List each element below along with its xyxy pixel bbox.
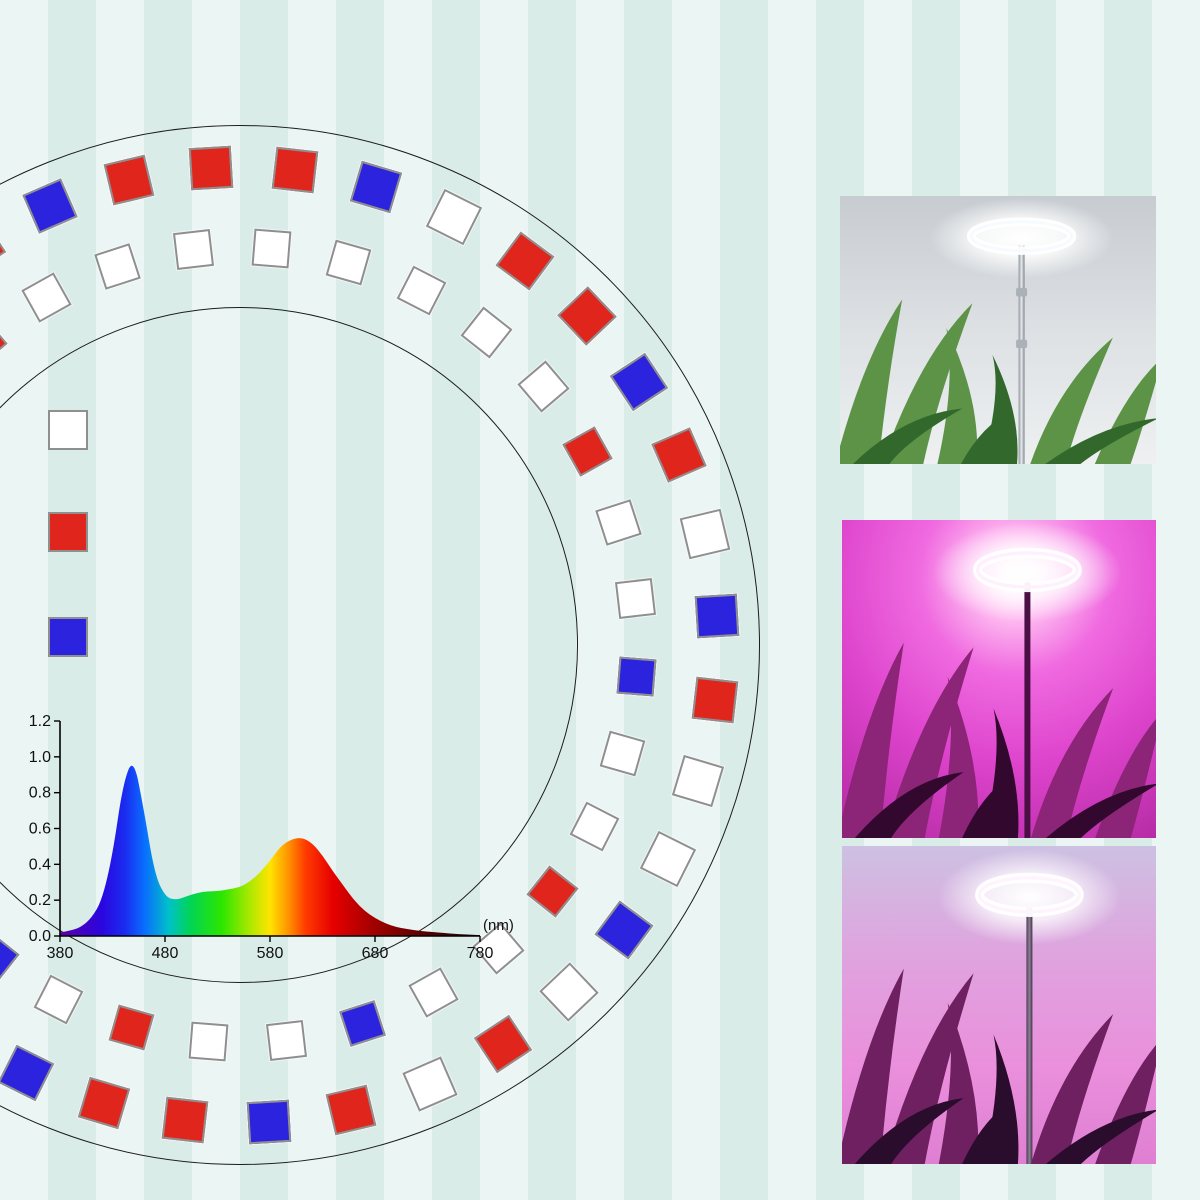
y-tick-label: 1.0 (29, 749, 51, 766)
x-tick-label: 680 (362, 945, 389, 962)
red-led (271, 146, 318, 194)
lamp-glow (932, 522, 1123, 623)
spectrum-plot: 0.0 0.2 0.4 0.6 0.8 1.0 1.2 380 480 580 680 780 (nm) (29, 713, 514, 962)
x-axis-unit-label: (nm) (483, 917, 514, 934)
lamp-pole (1018, 245, 1025, 464)
y-tick-label: 0.4 (29, 856, 51, 873)
y-tick-label: 0.0 (29, 928, 51, 945)
white-light-scene (840, 196, 1156, 464)
red-led (691, 676, 739, 723)
blue-led (246, 1099, 291, 1145)
x-tick-label: 780 (467, 945, 494, 962)
white-led (48, 410, 88, 450)
white-led (614, 578, 656, 620)
white-led (173, 229, 215, 271)
red-led (162, 1096, 209, 1144)
lamp-glow (929, 197, 1114, 279)
y-tick-label: 0.8 (29, 785, 51, 802)
red-led (189, 145, 234, 191)
y-tick-label: 1.2 (29, 713, 51, 730)
x-tick-label: 380 (47, 945, 74, 962)
lamp-pole (1024, 582, 1031, 838)
blue-led (48, 617, 88, 657)
white-led (188, 1021, 229, 1062)
ring-lamp-core (969, 220, 1074, 252)
x-tick-label: 480 (152, 945, 179, 962)
y-tick-label: 0.6 (29, 821, 51, 838)
product-photo-pink-light (842, 520, 1156, 838)
blue-led (616, 656, 657, 697)
y-tick-label: 0.2 (29, 892, 51, 909)
white-led (251, 228, 292, 269)
pink-light-scene-2 (842, 846, 1156, 1164)
spectrum-area (60, 765, 480, 936)
pole-joint (1016, 287, 1028, 297)
product-photo-white-light (840, 196, 1156, 464)
pole-joint (1016, 339, 1028, 349)
x-tick-label: 580 (257, 945, 284, 962)
ring-lamp-core (978, 876, 1081, 914)
lamp-pole (1026, 907, 1033, 1164)
product-photo-pink-light-2 (842, 846, 1156, 1164)
ring-lamp-core (976, 551, 1079, 589)
blue-led (694, 594, 740, 639)
pink-light-scene (842, 520, 1156, 838)
lamp-glow (937, 849, 1122, 945)
white-led (265, 1019, 307, 1061)
red-led (48, 512, 88, 552)
light-spectrum-chart: 0.0 0.2 0.4 0.6 0.8 1.0 1.2 380 480 580 680 780 (nm) (10, 698, 520, 970)
